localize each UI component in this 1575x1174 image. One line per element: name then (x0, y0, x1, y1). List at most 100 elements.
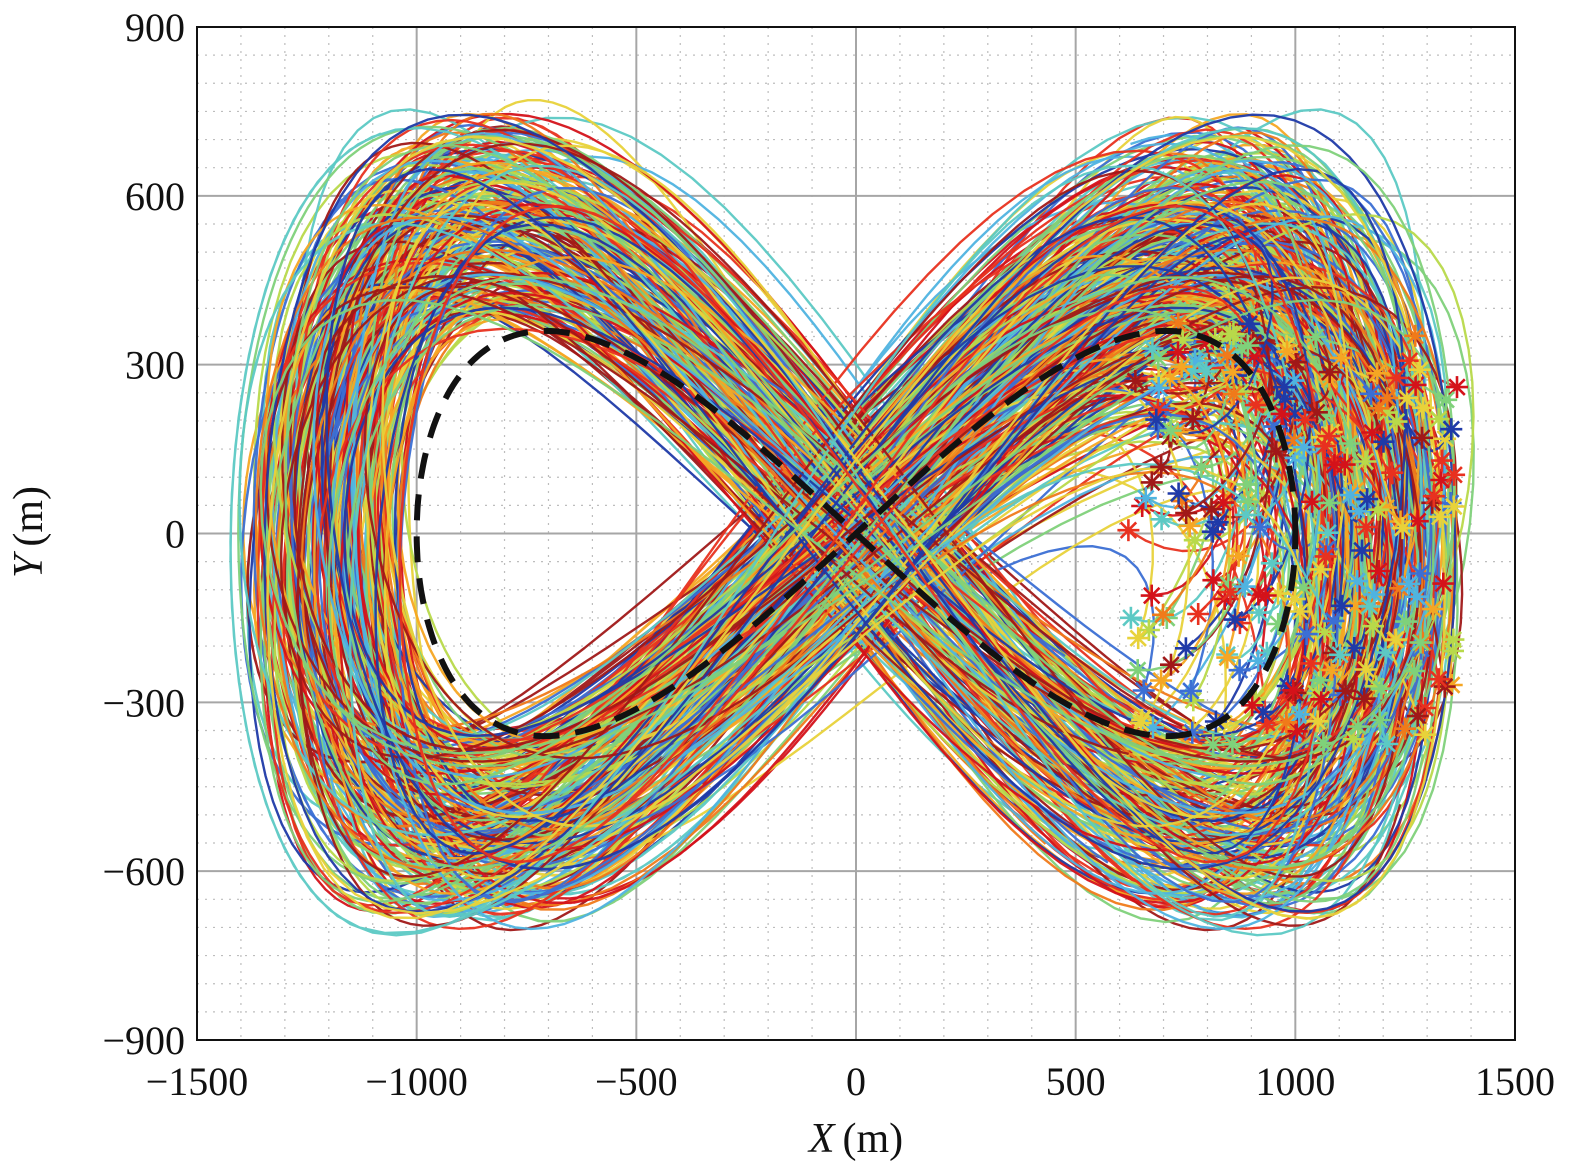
end-marker-stroke (1134, 681, 1153, 700)
end-marker-stroke (1133, 711, 1151, 729)
end-marker (1351, 539, 1373, 562)
end-marker-stroke (1223, 735, 1242, 754)
end-marker-stroke (1150, 379, 1168, 397)
end-marker (1141, 337, 1164, 360)
end-marker-stroke (1297, 625, 1316, 643)
end-marker-stroke (1204, 522, 1222, 541)
end-marker (1330, 594, 1353, 617)
end-marker-stroke (1219, 575, 1238, 594)
end-marker (1318, 361, 1341, 384)
end-marker-stroke (1258, 714, 1276, 732)
y-tick-label: −600 (102, 849, 185, 894)
end-marker-stroke (1369, 500, 1387, 519)
end-marker-stroke (1406, 327, 1424, 345)
end-marker-stroke (1256, 586, 1275, 605)
end-marker (1273, 376, 1296, 399)
end-marker (1330, 346, 1352, 369)
end-marker-stroke (1424, 600, 1442, 618)
end-marker (1334, 679, 1357, 702)
end-marker-stroke (1296, 411, 1314, 429)
end-marker (1238, 312, 1261, 335)
trajectory-line (259, 298, 1456, 768)
end-marker (1288, 703, 1311, 726)
end-marker-stroke (1416, 725, 1435, 744)
end-marker-stroke (1173, 492, 1191, 510)
end-marker-stroke (1284, 681, 1302, 700)
trajectory-line (312, 214, 1447, 815)
trajectory-line (313, 161, 1382, 895)
y-tick-label: 300 (125, 343, 185, 388)
end-marker (1322, 609, 1345, 632)
end-marker-stroke (1387, 369, 1406, 387)
end-marker-stroke (1182, 682, 1200, 700)
end-marker-stroke (1433, 451, 1451, 470)
end-marker (1159, 419, 1182, 442)
end-marker-stroke (1405, 662, 1423, 680)
end-marker-stroke (1224, 363, 1242, 381)
end-marker (1411, 426, 1433, 449)
end-marker (1370, 677, 1393, 700)
end-marker (1314, 545, 1337, 568)
end-marker-stroke (1434, 574, 1453, 593)
end-marker-stroke (1186, 531, 1204, 549)
end-marker-stroke (1161, 421, 1180, 440)
end-marker-stroke (1202, 500, 1221, 518)
end-marker-stroke (1172, 357, 1191, 376)
end-marker-stroke (1378, 389, 1397, 407)
trajectory-layer (229, 99, 1475, 937)
end-marker-stroke (1177, 639, 1195, 657)
trajectory-line (398, 204, 1332, 864)
end-marker-stroke (1376, 643, 1395, 662)
end-marker-stroke (1308, 403, 1326, 422)
trajectory-line (296, 142, 1403, 878)
end-marker-stroke (1122, 609, 1140, 627)
end-marker-stroke (1169, 484, 1188, 503)
end-marker-stroke (1197, 362, 1216, 381)
end-marker-stroke (1374, 432, 1393, 451)
end-marker (1422, 485, 1445, 508)
end-marker (1354, 450, 1377, 473)
end-marker-stroke (1370, 711, 1389, 729)
end-marker-stroke (1149, 349, 1168, 368)
end-marker (1167, 482, 1190, 505)
end-marker (1299, 652, 1322, 675)
end-marker (1152, 603, 1174, 626)
end-marker (1187, 603, 1210, 625)
end-marker-stroke (1357, 660, 1375, 679)
end-marker-stroke (1119, 521, 1138, 539)
end-marker-stroke (1168, 423, 1187, 441)
end-marker (1200, 498, 1223, 521)
end-marker-stroke (1251, 518, 1269, 536)
end-marker (1132, 679, 1155, 702)
end-marker-stroke (1285, 431, 1304, 450)
end-marker-stroke (1143, 339, 1162, 358)
end-marker-stroke (1350, 502, 1368, 521)
end-marker-stroke (1214, 493, 1233, 512)
end-marker-stroke (1218, 346, 1237, 365)
x-axis-title: X (m) (807, 1116, 903, 1162)
end-marker (1362, 615, 1384, 638)
end-marker-stroke (1312, 690, 1331, 709)
end-marker-stroke (1226, 610, 1244, 629)
end-marker-stroke (1363, 423, 1381, 442)
end-marker (1403, 660, 1426, 682)
y-tick-label: 0 (165, 512, 185, 557)
end-marker (1398, 349, 1421, 372)
end-marker (1385, 628, 1408, 651)
x-tick-label: 0 (846, 1059, 866, 1104)
y-tick-labels: −900 −600 −300 0 300 600 900 (102, 5, 185, 1063)
end-marker-stroke (1411, 360, 1429, 379)
end-marker-stroke (1320, 494, 1339, 512)
end-marker (1249, 515, 1271, 538)
end-marker (1285, 351, 1308, 374)
end-marker (1360, 382, 1382, 405)
end-marker (1150, 669, 1173, 692)
end-marker-stroke (1265, 417, 1284, 436)
trajectory-line (352, 132, 1402, 931)
end-marker-stroke (1353, 541, 1371, 560)
end-marker-stroke (1229, 547, 1248, 565)
end-marker (1347, 500, 1370, 523)
end-marker (1440, 418, 1463, 441)
end-marker (1409, 631, 1432, 654)
end-marker-stroke (1442, 420, 1461, 438)
